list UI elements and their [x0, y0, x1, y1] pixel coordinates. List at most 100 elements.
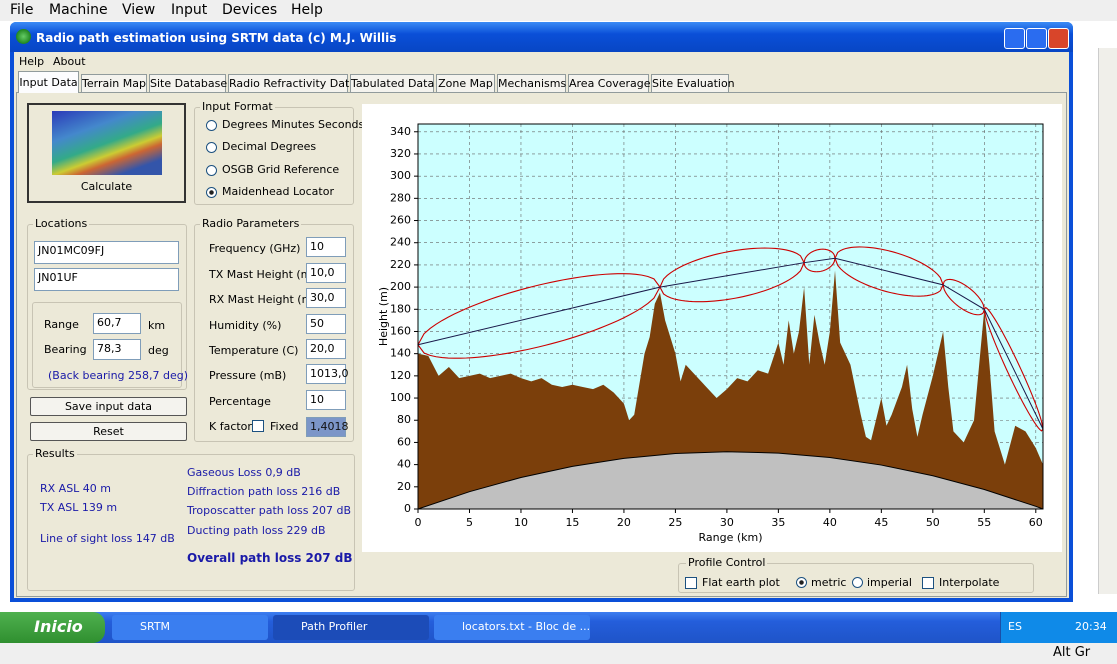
- radio[interactable]: [206, 142, 217, 153]
- bearing-input[interactable]: 78,3: [93, 339, 141, 360]
- menu-item[interactable]: Help: [291, 2, 323, 18]
- x-tick-label: 25: [668, 516, 682, 529]
- tray: [1000, 612, 1117, 643]
- result: Diffraction path loss 216 dB: [187, 485, 341, 498]
- locations-box: [27, 224, 187, 390]
- rx-input[interactable]: JN01UF: [34, 268, 179, 291]
- x-tick-label: 20: [617, 516, 631, 529]
- radio[interactable]: [796, 577, 807, 588]
- radio[interactable]: [852, 577, 863, 588]
- tab[interactable]: Input Data: [18, 71, 79, 93]
- y-tick-label: 140: [390, 347, 411, 360]
- param-input[interactable]: 10,0: [306, 263, 346, 283]
- menu-item[interactable]: Input: [171, 2, 208, 18]
- label: Interpolate: [939, 576, 1000, 589]
- y-tick-label: 300: [390, 169, 411, 182]
- x-tick-label: 15: [565, 516, 579, 529]
- param-input[interactable]: 10: [306, 390, 346, 410]
- x-tick-label: 60: [1029, 516, 1043, 529]
- radio[interactable]: [206, 187, 217, 198]
- close-button[interactable]: [1048, 28, 1069, 49]
- param-label: Humidity (%): [209, 319, 282, 332]
- tab[interactable]: Terrain Map: [81, 74, 147, 93]
- app-menu-item[interactable]: About: [53, 55, 86, 68]
- y-tick-label: 220: [390, 258, 411, 271]
- param-label: Frequency (GHz): [209, 242, 301, 255]
- y-tick-label: 0: [404, 502, 411, 515]
- checkbox[interactable]: [252, 420, 264, 432]
- param-label: TX Mast Height (m): [209, 268, 316, 281]
- right-scrollbar: [1098, 48, 1117, 594]
- radio[interactable]: [206, 165, 217, 176]
- lang: ES: [1008, 620, 1022, 633]
- result: TX ASL 139 m: [40, 501, 118, 514]
- tab[interactable]: Tabulated Data: [350, 74, 434, 93]
- app-menu-item[interactable]: Help: [19, 55, 45, 68]
- y-tick-label: 100: [390, 391, 411, 404]
- tab[interactable]: Mechanisms: [497, 74, 566, 93]
- menu-item[interactable]: Devices: [222, 2, 278, 18]
- bearing-label: Bearing: [44, 343, 87, 356]
- task-item[interactable]: SRTM: [112, 615, 268, 640]
- y-tick-label: 40: [397, 458, 411, 471]
- tx-input[interactable]: JN01MC09FJ: [34, 241, 179, 264]
- maximize-button[interactable]: [1026, 28, 1047, 49]
- label: Flat earth plot: [702, 576, 780, 589]
- y-tick-label: 280: [390, 191, 411, 204]
- checkbox[interactable]: [922, 577, 934, 589]
- param-input[interactable]: 20,0: [306, 339, 346, 359]
- tab[interactable]: Area Coverage: [568, 74, 651, 93]
- range-input[interactable]: 60,7: [93, 313, 141, 334]
- radio[interactable]: [206, 120, 217, 131]
- tab[interactable]: Site Evaluation: [651, 74, 735, 93]
- button[interactable]: Reset: [30, 422, 187, 441]
- fixed-label: Fixed: [270, 420, 299, 433]
- earth-bulge: [417, 451, 1044, 510]
- group-label: Profile Control: [686, 556, 768, 569]
- terrain: [418, 270, 1043, 509]
- menu-item[interactable]: File: [10, 2, 34, 18]
- menu-item[interactable]: Machine: [49, 2, 108, 18]
- y-tick-label: 320: [390, 147, 411, 160]
- minimize-button[interactable]: [1004, 28, 1025, 49]
- app-icon: [16, 29, 31, 44]
- result: Ducting path loss 229 dB: [187, 524, 326, 537]
- profile-box: [678, 563, 1034, 593]
- task-item[interactable]: Path Profiler: [273, 615, 429, 640]
- param-label: Pressure (mB): [209, 369, 287, 382]
- back-bearing: (Back bearing 258,7 deg): [48, 369, 189, 382]
- calculate-label: Calculate: [80, 180, 133, 193]
- param-input[interactable]: 50: [306, 314, 346, 334]
- group-label: Results: [33, 447, 77, 460]
- y-tick-label: 20: [397, 480, 411, 493]
- y-tick-label: 80: [397, 413, 411, 426]
- checkbox[interactable]: [685, 577, 697, 589]
- y-tick-label: 160: [390, 324, 411, 337]
- group-label: Input Format: [200, 100, 275, 113]
- x-tick-label: 30: [720, 516, 734, 529]
- task-item[interactable]: locators.txt - Bloc de ...: [434, 615, 590, 640]
- menu-item[interactable]: View: [122, 2, 156, 18]
- start-button[interactable]: Inicio: [0, 612, 105, 643]
- param-input[interactable]: 1013,0: [306, 364, 349, 384]
- y-tick-label: 240: [390, 236, 411, 249]
- x-tick-label: 35: [771, 516, 785, 529]
- results-box: [27, 454, 355, 591]
- tab[interactable]: Zone Map: [436, 74, 495, 93]
- x-tick-label: 40: [823, 516, 837, 529]
- radio-label: OSGB Grid Reference: [222, 163, 340, 176]
- top-menubar: [0, 0, 1117, 21]
- param-input[interactable]: 10: [306, 237, 346, 257]
- x-axis-label: Range (km): [698, 531, 762, 544]
- radio-label: Decimal Degrees: [222, 140, 317, 153]
- tab[interactable]: Site Database: [149, 74, 227, 93]
- button[interactable]: Save input data: [30, 397, 187, 416]
- result: RX ASL 40 m: [40, 482, 112, 495]
- statusbar: [0, 643, 1117, 664]
- y-tick-label: 180: [390, 302, 411, 315]
- param-input[interactable]: 30,0: [306, 288, 346, 308]
- tab[interactable]: Radio Refractivity Data: [228, 74, 356, 93]
- param-label: RX Mast Height (m): [209, 293, 317, 306]
- range-unit: km: [148, 319, 166, 332]
